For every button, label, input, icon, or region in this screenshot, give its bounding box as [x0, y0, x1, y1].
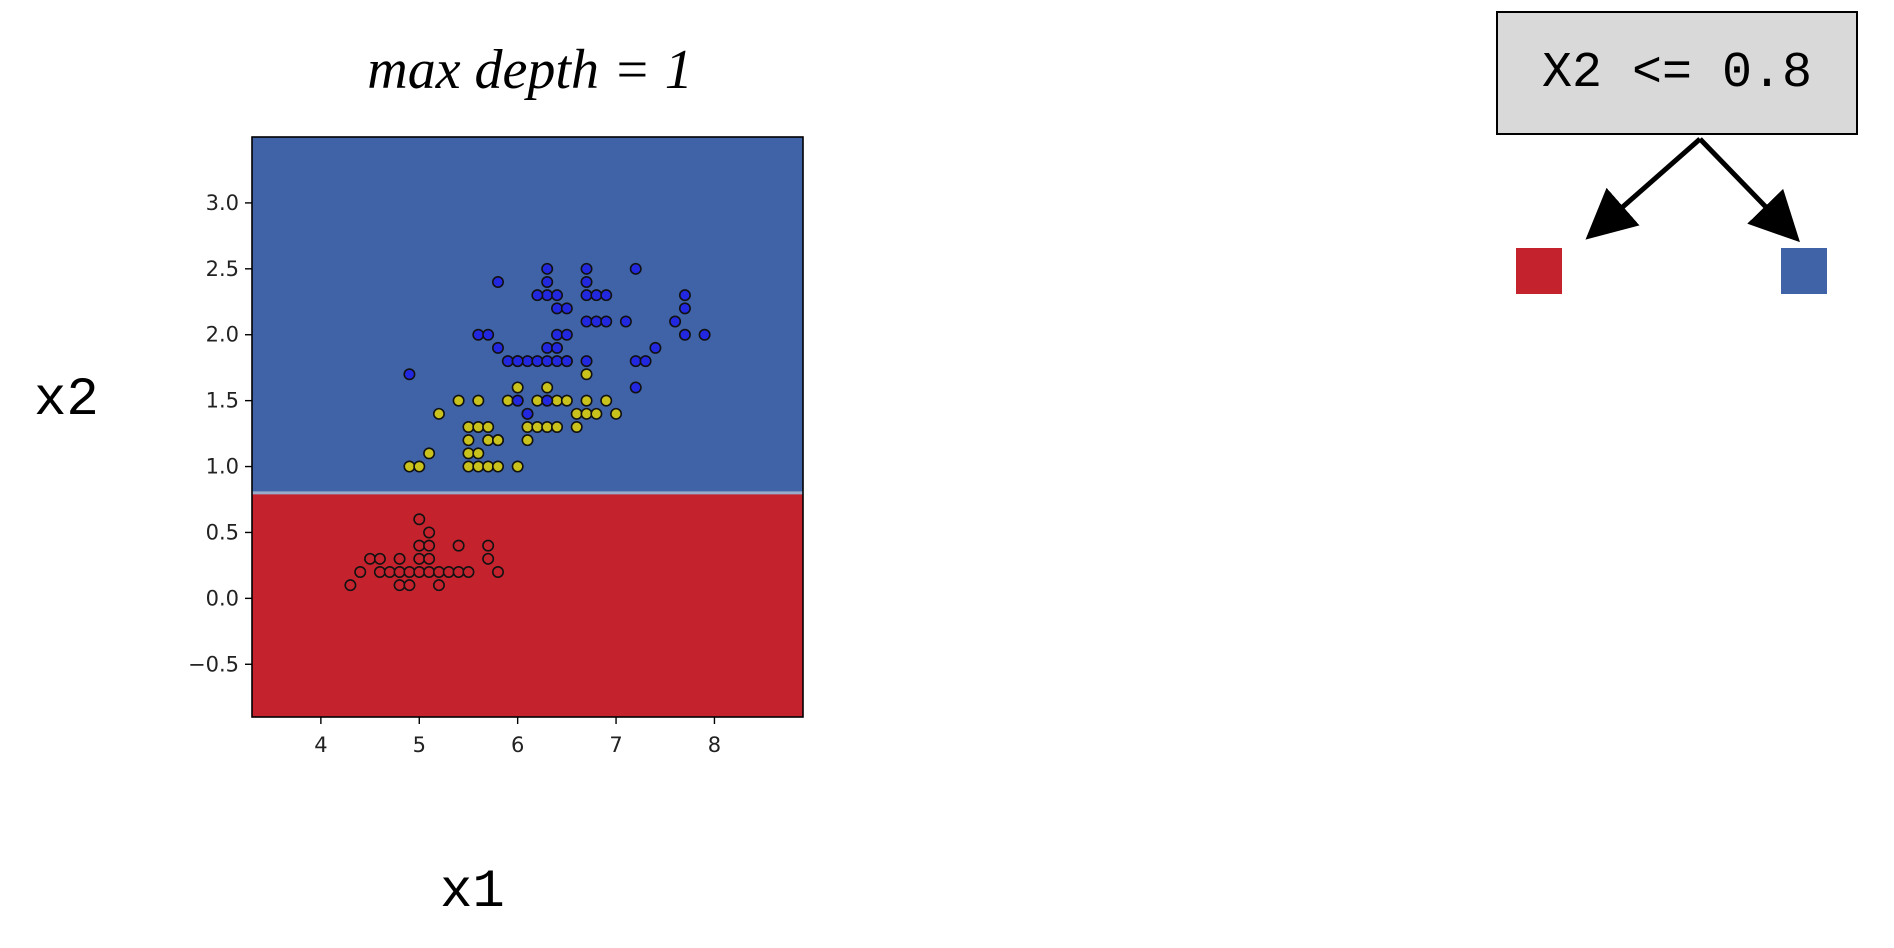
data-point-class1 — [472, 394, 485, 407]
data-point-class1 — [570, 420, 583, 433]
data-point-class1 — [413, 460, 426, 473]
data-point-class0 — [423, 539, 436, 552]
data-point-class1 — [482, 420, 495, 433]
data-point-class2 — [678, 302, 691, 315]
data-point-class0 — [452, 539, 465, 552]
data-point-class1 — [521, 434, 534, 447]
data-point-class0 — [373, 552, 386, 565]
data-point-class0 — [491, 565, 504, 578]
data-point-class1 — [590, 407, 603, 420]
data-point-class2 — [541, 262, 554, 275]
tree-root-label: X2 <= 0.8 — [1541, 44, 1813, 102]
data-point-class1 — [541, 381, 554, 394]
y-axis-label: x2 — [34, 370, 99, 431]
data-point-class0 — [462, 565, 475, 578]
y-tick-label: 0.5 — [206, 520, 239, 544]
tree-leaf-right — [1781, 248, 1827, 294]
data-point-class2 — [629, 262, 642, 275]
data-point-class1 — [551, 420, 564, 433]
data-point-class0 — [403, 579, 416, 592]
data-point-class1 — [580, 394, 593, 407]
data-point-class1 — [472, 447, 485, 460]
data-point-class2 — [482, 328, 495, 341]
data-point-class1 — [491, 434, 504, 447]
data-point-class1 — [600, 394, 613, 407]
data-point-class1 — [462, 434, 475, 447]
data-point-class0 — [413, 513, 426, 526]
data-point-class2 — [678, 328, 691, 341]
x-tick-label: 4 — [314, 733, 327, 757]
plot-frame — [251, 136, 804, 718]
data-point-class1 — [610, 407, 623, 420]
data-point-class2 — [669, 315, 682, 328]
data-point-class2 — [639, 355, 652, 368]
data-point-class2 — [600, 315, 613, 328]
data-point-class2 — [511, 394, 524, 407]
tree-root-node: X2 <= 0.8 — [1496, 11, 1858, 135]
data-point-class2 — [649, 341, 662, 354]
data-point-class0 — [432, 579, 445, 592]
data-point-class2 — [619, 315, 632, 328]
data-point-class0 — [482, 539, 495, 552]
data-point-class2 — [491, 275, 504, 288]
data-point-class0 — [482, 552, 495, 565]
y-tick-label: 1.5 — [206, 389, 239, 413]
data-point-class1 — [452, 394, 465, 407]
data-point-class2 — [560, 328, 573, 341]
data-point-class1 — [560, 394, 573, 407]
y-tick-label: 2.5 — [206, 257, 239, 281]
tree-edge-left — [1585, 137, 1702, 240]
data-point-class2 — [491, 341, 504, 354]
data-point-class2 — [403, 368, 416, 381]
y-tick-label: −0.5 — [188, 652, 239, 676]
data-point-class2 — [698, 328, 711, 341]
data-point-class2 — [580, 275, 593, 288]
y-tick-label: 1.0 — [206, 455, 239, 479]
data-point-class0 — [423, 552, 436, 565]
data-point-class1 — [491, 460, 504, 473]
data-point-class1 — [423, 447, 436, 460]
tree-leaf-left — [1516, 248, 1562, 294]
data-point-class1 — [511, 460, 524, 473]
region-high — [252, 137, 803, 493]
data-point-class2 — [531, 289, 544, 302]
data-point-class0 — [354, 565, 367, 578]
region-low — [252, 492, 803, 717]
x-tick-label: 7 — [609, 733, 622, 757]
data-point-class2 — [551, 289, 564, 302]
data-point-class0 — [423, 526, 436, 539]
y-tick-label: 0.0 — [206, 586, 239, 610]
y-tick-label: 3.0 — [206, 191, 239, 215]
data-point-class2 — [551, 341, 564, 354]
data-point-class2 — [580, 262, 593, 275]
data-point-class1 — [511, 381, 524, 394]
data-point-class2 — [511, 355, 524, 368]
data-point-class2 — [580, 355, 593, 368]
data-point-class2 — [541, 394, 554, 407]
data-point-class2 — [560, 302, 573, 315]
data-point-class2 — [600, 289, 613, 302]
x-tick-label: 8 — [708, 733, 721, 757]
tree-edge-right — [1698, 137, 1800, 243]
data-point-class2 — [629, 381, 642, 394]
data-point-class1 — [432, 407, 445, 420]
data-point-class2 — [560, 355, 573, 368]
data-point-class2 — [521, 407, 534, 420]
x-tick-label: 5 — [413, 733, 426, 757]
chart-title: max depth = 1 — [367, 39, 693, 101]
data-point-class0 — [393, 552, 406, 565]
data-point-class2 — [541, 275, 554, 288]
x-tick-label: 6 — [511, 733, 524, 757]
data-point-class0 — [344, 579, 357, 592]
y-tick-label: 2.0 — [206, 323, 239, 347]
data-point-class2 — [678, 289, 691, 302]
x-axis-label: x1 — [440, 862, 505, 923]
data-point-class1 — [580, 368, 593, 381]
